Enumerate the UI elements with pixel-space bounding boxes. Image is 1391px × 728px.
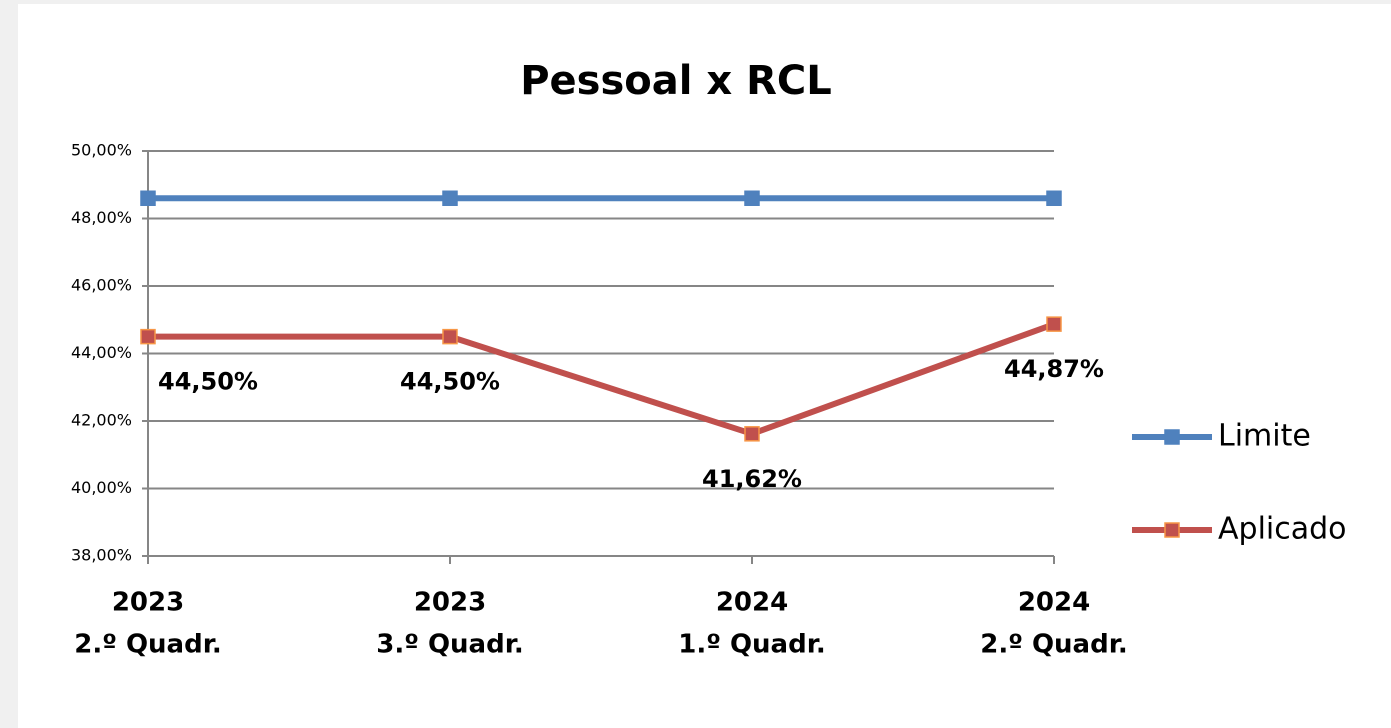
legend-swatch	[1164, 522, 1180, 538]
y-tick-label: 44,00%	[71, 343, 132, 362]
x-tick-label: 2024	[716, 588, 788, 618]
y-tick-label: 38,00%	[71, 546, 132, 565]
legend-label: Limite	[1218, 419, 1311, 454]
x-tick-label: 1.º Quadr.	[678, 630, 825, 660]
legend-swatch	[1164, 429, 1180, 445]
chart-title: Pessoal x RCL	[520, 58, 832, 104]
point-marker	[744, 190, 760, 206]
x-tick-label: 2023	[414, 588, 486, 618]
legend-label: Aplicado	[1218, 512, 1347, 547]
y-tick-label: 48,00%	[71, 208, 132, 227]
point-marker	[140, 328, 156, 345]
y-tick-label: 46,00%	[71, 276, 132, 295]
x-tick-label: 3.º Quadr.	[376, 630, 523, 660]
y-tick-label: 40,00%	[71, 478, 132, 497]
data-label: 44,50%	[158, 368, 258, 396]
x-tick-label: 2.º Quadr.	[980, 630, 1127, 660]
y-tick-label: 42,00%	[71, 411, 132, 430]
series-line	[148, 321, 1056, 437]
y-tick-label: 50,00%	[71, 141, 132, 160]
chart-background	[18, 4, 1391, 728]
data-label: 44,87%	[1004, 355, 1104, 383]
x-tick-label: 2023	[112, 588, 184, 618]
point-marker	[140, 190, 156, 206]
point-marker	[442, 328, 458, 345]
x-tick-label: 2024	[1018, 588, 1090, 618]
point-marker	[1046, 316, 1062, 332]
x-tick-label: 2.º Quadr.	[74, 630, 221, 660]
point-marker	[1046, 190, 1062, 206]
data-label: 44,50%	[400, 368, 500, 396]
point-marker	[744, 426, 760, 442]
point-marker	[442, 190, 458, 206]
data-label: 41,62%	[702, 465, 802, 493]
